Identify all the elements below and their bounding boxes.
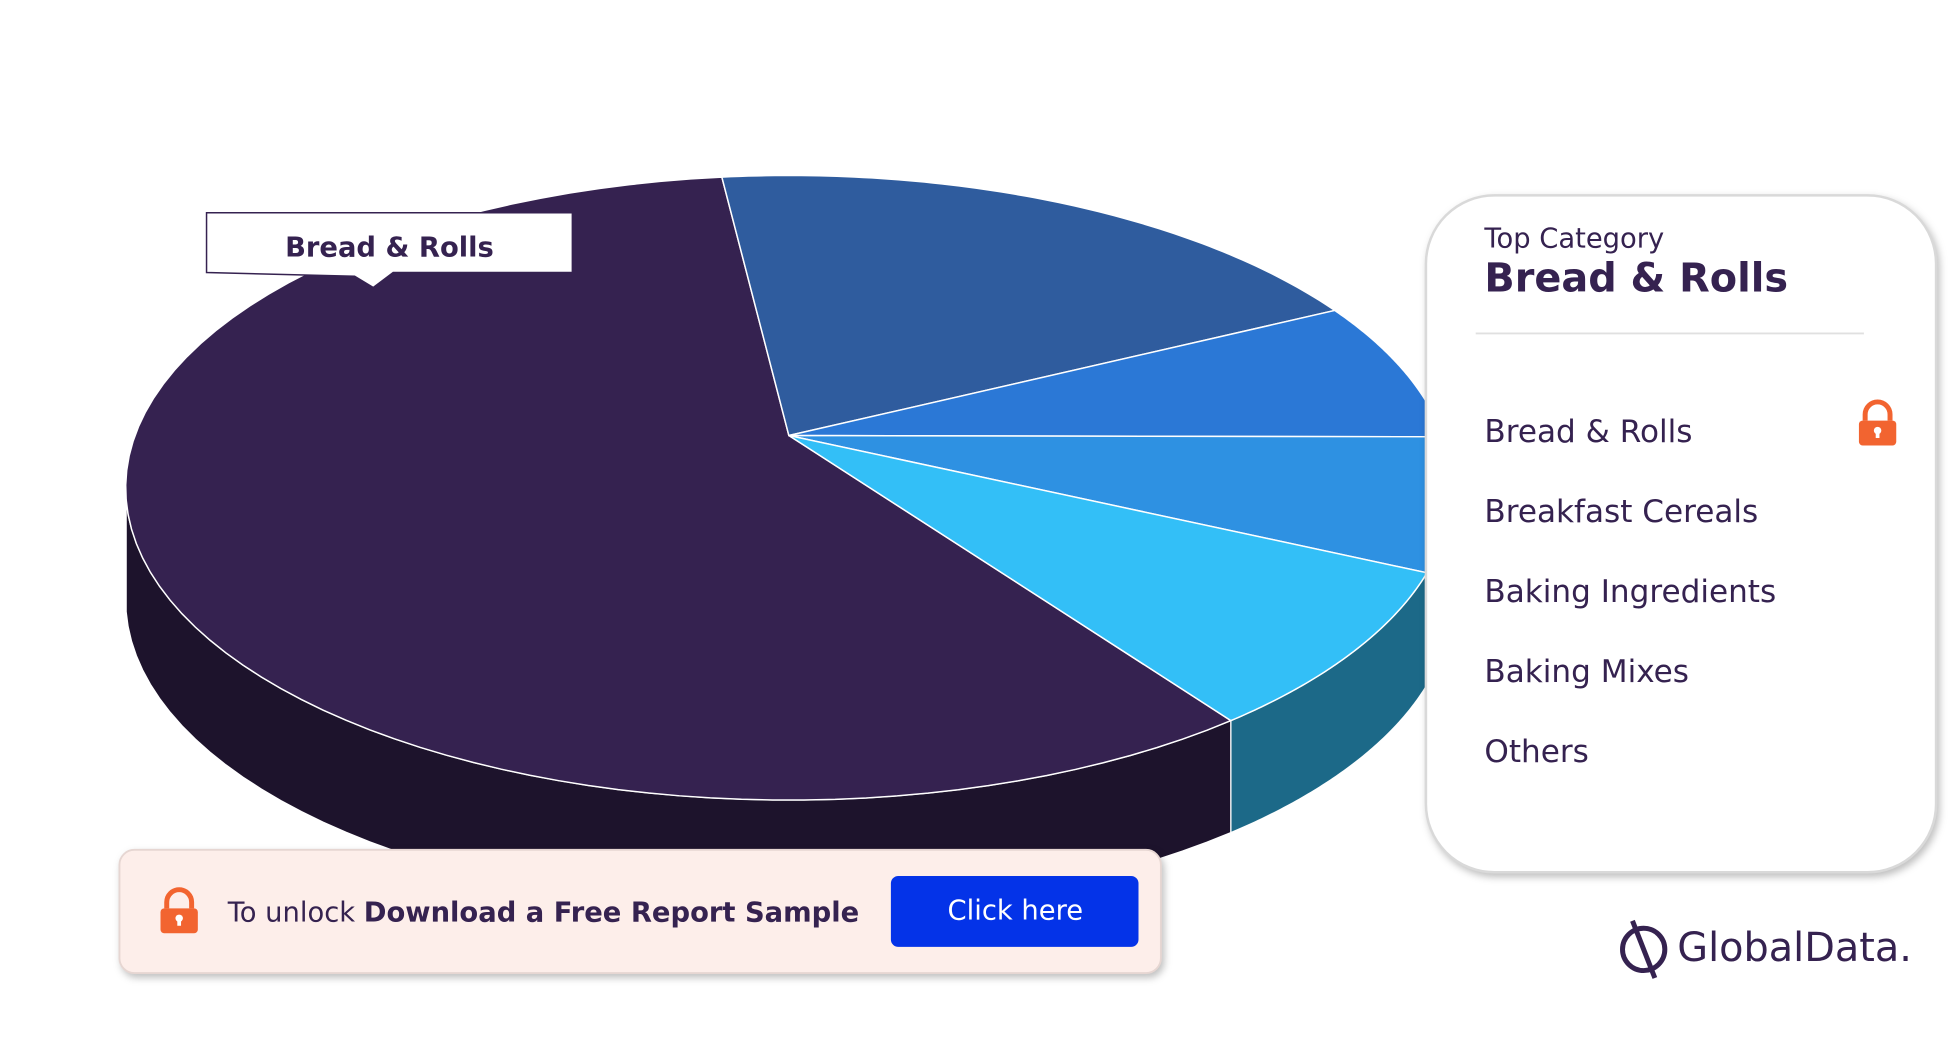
banner-text: To unlock Download a Free Report Sample — [227, 897, 859, 928]
legend: Bread & Rolls Breakfast Cereals Baking Ing… — [1484, 414, 1776, 770]
legend-entry: Others — [1484, 734, 1588, 770]
pie-slice — [788, 434, 1429, 722]
pie — [124, 174, 1453, 913]
banner-highlight: Download a Free Report Sample — [364, 897, 859, 928]
callout-label: Bread & Rolls — [285, 232, 494, 263]
callout-box — [205, 212, 574, 289]
pie-slice — [720, 174, 1337, 437]
legend-entry: Baking Mixes — [1484, 654, 1689, 690]
legend-entry: Bread & Rolls — [1484, 414, 1692, 450]
click-button[interactable] — [890, 875, 1139, 947]
legend-card — [1424, 194, 1938, 874]
logo-text: GlobalData. — [1677, 925, 1912, 971]
lock-icon — [160, 887, 198, 934]
legend-entry: Baking Ingredients — [1484, 574, 1776, 610]
panel-top-category: Bread & Rolls — [1484, 256, 1788, 302]
lock-icon — [1858, 399, 1897, 446]
logo-icon — [1620, 919, 1668, 979]
click-button-label[interactable]: Click here — [948, 896, 1084, 927]
panel-heading: Top Category — [1483, 224, 1664, 255]
banner-prefix: To unlock — [227, 897, 356, 928]
legend-entry: Breakfast Cereals — [1484, 494, 1758, 530]
